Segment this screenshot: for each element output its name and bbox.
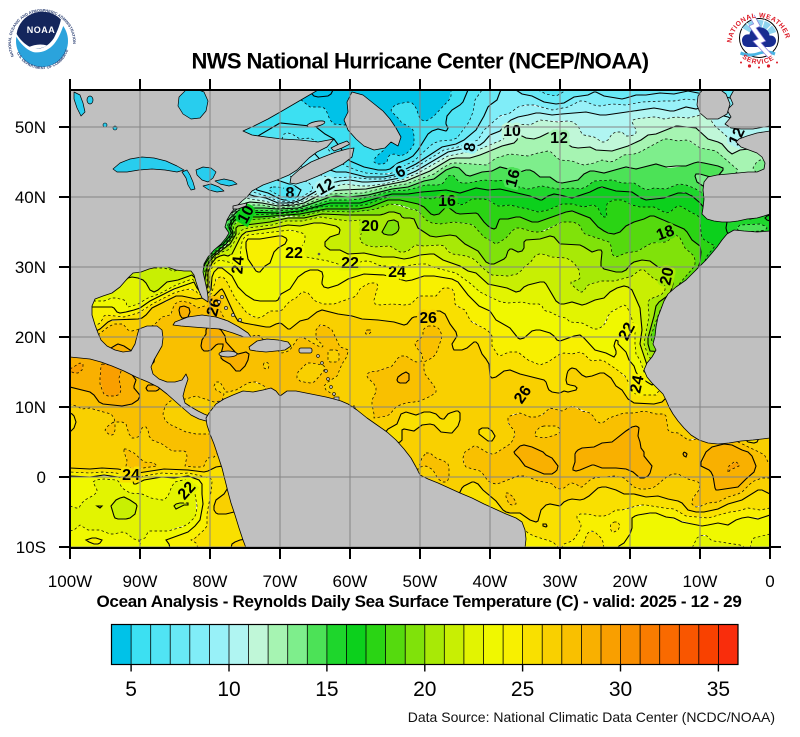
svg-text:20W: 20W	[613, 572, 648, 591]
svg-text:80W: 80W	[193, 572, 228, 591]
svg-text:22: 22	[285, 245, 303, 262]
svg-text:16: 16	[438, 193, 456, 210]
svg-text:20: 20	[413, 678, 436, 701]
svg-text:0: 0	[37, 468, 46, 487]
svg-text:30: 30	[609, 678, 632, 701]
svg-text:40N: 40N	[15, 188, 46, 207]
svg-text:10: 10	[503, 123, 521, 140]
svg-text:8: 8	[286, 185, 295, 202]
svg-text:20N: 20N	[15, 328, 46, 347]
svg-text:NWS National Hurricane Center: NWS National Hurricane Center (NCEP/NOAA…	[191, 49, 648, 74]
svg-text:20: 20	[657, 266, 677, 287]
svg-text:10: 10	[217, 678, 240, 701]
svg-text:10N: 10N	[15, 398, 46, 417]
svg-text:10S: 10S	[16, 538, 46, 557]
svg-text:90W: 90W	[123, 572, 158, 591]
svg-text:15: 15	[315, 678, 338, 701]
svg-text:25: 25	[511, 678, 534, 701]
svg-text:12: 12	[550, 130, 568, 147]
svg-text:Ocean Analysis - Reynolds Dail: Ocean Analysis - Reynolds Daily Sea Surf…	[97, 592, 742, 611]
svg-text:35: 35	[707, 678, 730, 701]
svg-text:10W: 10W	[683, 572, 718, 591]
svg-text:Data Source: National Climatic: Data Source: National Climatic Data Cent…	[408, 709, 775, 725]
svg-text:50W: 50W	[403, 572, 438, 591]
svg-text:26: 26	[419, 310, 437, 327]
svg-text:100W: 100W	[48, 572, 92, 591]
svg-text:5: 5	[125, 678, 137, 701]
svg-text:30W: 30W	[543, 572, 578, 591]
svg-text:24: 24	[229, 255, 247, 274]
svg-text:40W: 40W	[473, 572, 508, 591]
svg-text:24: 24	[122, 467, 140, 484]
svg-text:50N: 50N	[15, 118, 46, 137]
svg-text:20: 20	[361, 218, 379, 235]
svg-text:30N: 30N	[15, 258, 46, 277]
svg-text:70W: 70W	[263, 572, 298, 591]
svg-text:60W: 60W	[333, 572, 368, 591]
svg-text:NOAA: NOAA	[27, 25, 56, 35]
svg-text:0: 0	[765, 572, 774, 591]
